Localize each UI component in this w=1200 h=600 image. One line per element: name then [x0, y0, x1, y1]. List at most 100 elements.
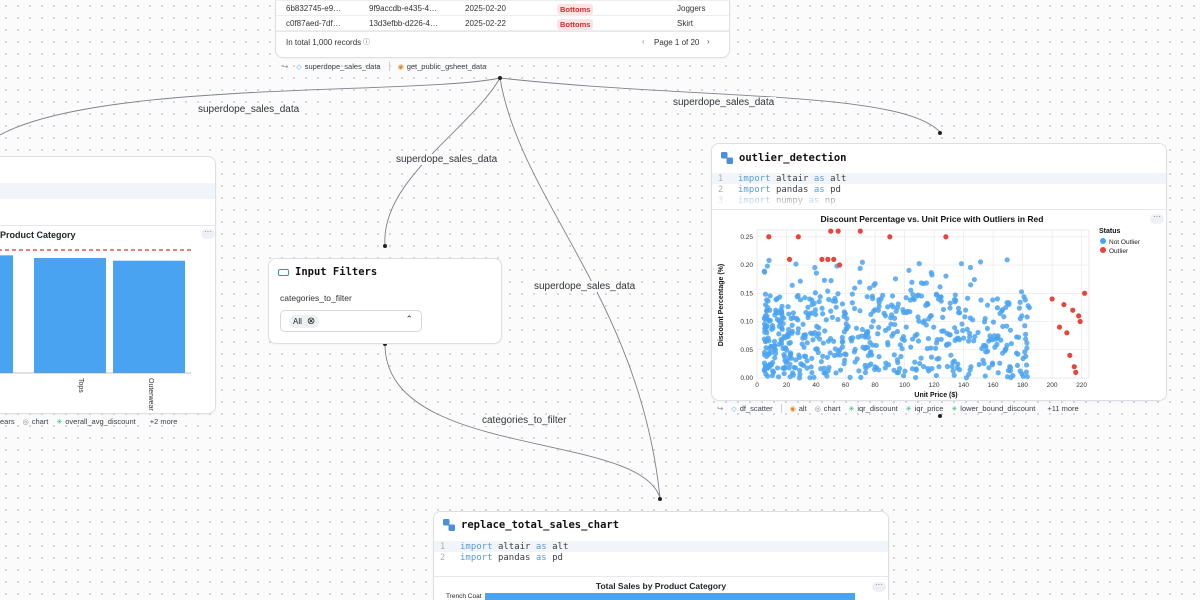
- scatter-point: [779, 316, 785, 322]
- edge-source-dot: [383, 342, 387, 346]
- output-chip[interactable]: ◇ superdope_sales_data: [296, 62, 381, 71]
- chevron-up-icon[interactable]: ⌃: [405, 314, 413, 324]
- output-chip[interactable]: ◉ alt: [789, 404, 807, 413]
- output-chip[interactable]: ◎ chart: [22, 417, 49, 426]
- table-row[interactable]: c0f87aed-7df… 13d3efbb-d226-4… 2025-02-22 B…: [276, 16, 729, 31]
- x-tick-label: 180: [1017, 382, 1028, 389]
- edge-source-dot: [498, 76, 502, 80]
- more-button[interactable]: ···: [201, 228, 215, 239]
- scatter-point: [764, 307, 770, 314]
- scatter-point: [1024, 314, 1030, 320]
- y-tick-label: 0.05: [740, 347, 753, 354]
- output-chip[interactable]: ✳ overall_avg_discount: [56, 417, 136, 426]
- output-chip[interactable]: ✳ iqr_discount: [848, 404, 898, 413]
- code-text: import pandas as pd: [738, 185, 841, 195]
- code-line: 2 import pandas as pd: [434, 553, 888, 564]
- scatter-point: [885, 362, 892, 368]
- left-bar-chart: Tops Outerwear: [0, 249, 191, 411]
- scatter-point: [833, 304, 839, 310]
- output-chip[interactable]: ◇ df_scatter: [731, 404, 773, 413]
- scatter-chart: Discount Percentage vs. Unit Price with …: [718, 214, 1141, 399]
- selected-chip[interactable]: All ⊗: [289, 315, 320, 328]
- scatter-point: [994, 296, 1001, 302]
- scatter-point: [925, 335, 932, 342]
- edge-target-dot: [383, 244, 387, 248]
- output-chip[interactable]: ears: [0, 417, 15, 426]
- code-line: 1 import altair as alt: [434, 542, 888, 553]
- prev-page-icon[interactable]: ‹: [642, 37, 645, 46]
- scatter-point: [810, 337, 816, 343]
- scatter-point: [900, 373, 907, 379]
- scatter-point: [944, 330, 950, 336]
- outlier-point: [766, 234, 772, 240]
- code-line: 2 import pandas as pd: [712, 185, 1166, 196]
- more-outputs[interactable]: +11 more: [1047, 404, 1079, 413]
- scatter-point: [882, 365, 888, 371]
- x-tick-label: 20: [783, 382, 791, 389]
- scatter-point: [789, 282, 795, 288]
- code-editor[interactable]: 1 import altair as alt 2 import pandas as p…: [712, 172, 1166, 208]
- scatter-point: [814, 346, 820, 352]
- scatter-point: [823, 317, 829, 323]
- scatter-point: [940, 314, 946, 321]
- output-chip[interactable]: ◉ get_public_gsheet_data: [397, 62, 487, 71]
- scatter-point: [909, 336, 916, 342]
- more-button[interactable]: ···: [872, 581, 886, 592]
- scatter-point: [889, 293, 896, 299]
- category-multiselect[interactable]: All ⊗ ⌃: [280, 310, 422, 332]
- scatter-point: [851, 349, 857, 355]
- scatter-point: [795, 326, 801, 332]
- line-number: 1: [718, 174, 724, 184]
- scatter-point: [1017, 299, 1023, 305]
- scatter-point: [936, 364, 942, 370]
- scatter-point: [933, 291, 940, 297]
- line-number: 1: [440, 542, 446, 552]
- scatter-point: [952, 292, 958, 298]
- scatter-point: [979, 345, 985, 352]
- scatter-point: [769, 372, 775, 379]
- scatter-point: [841, 361, 847, 367]
- scatter-point: [994, 341, 1000, 347]
- scatter-point: [820, 353, 826, 359]
- outlier-point: [1067, 352, 1073, 359]
- scatter-point: [892, 321, 898, 328]
- scatter-point: [876, 367, 882, 373]
- cell-product-id: 13d3efbb-d226-4…: [369, 19, 438, 28]
- output-chip[interactable]: ✳ iqr_price: [905, 404, 944, 413]
- scatter-point: [946, 341, 952, 347]
- more-button[interactable]: ···: [1150, 213, 1164, 224]
- scatter-point: [852, 305, 858, 312]
- outlier-point: [857, 228, 863, 234]
- scatter-point: [1024, 340, 1030, 346]
- table-row[interactable]: 6b832745-e9… 9f9accdb-e435-4… 2025-02-20 Bo…: [276, 1, 729, 16]
- scatter-point: [891, 352, 897, 358]
- scatter-point: [812, 265, 818, 271]
- dataframe-icon: ◇: [296, 63, 302, 71]
- scatter-point: [893, 308, 899, 314]
- next-page-icon[interactable]: ›: [707, 37, 710, 46]
- scatter-point: [804, 340, 810, 346]
- y-tick-label: 0.10: [740, 319, 753, 326]
- left-outputs: ears ◎ chart ✳ overall_avg_discount +2 mor…: [0, 417, 177, 426]
- scatter-point: [890, 330, 897, 337]
- scatter-point: [865, 353, 871, 359]
- scatter-point: [805, 304, 811, 310]
- python-icon: [721, 152, 733, 164]
- scatter-point: [989, 362, 995, 368]
- scatter-point: [813, 270, 819, 276]
- remove-icon[interactable]: ⊗: [306, 316, 316, 327]
- more-outputs[interactable]: +2 more: [149, 417, 178, 426]
- scatter-point: [903, 295, 909, 301]
- scatter-point: [786, 311, 792, 317]
- table-row[interactable]: c09fe950-c6a…1f2a4769-1f1d-48…2025-05-05…: [276, 0, 729, 1]
- scatter-point: [947, 305, 953, 311]
- output-chip[interactable]: ◎ chart: [814, 404, 841, 413]
- scatter-point: [806, 311, 812, 317]
- scatter-point: [809, 355, 815, 361]
- outlier-point: [1071, 364, 1077, 370]
- scatter-point: [829, 314, 835, 320]
- legend-label: Not Outlier: [1109, 239, 1141, 246]
- code-editor[interactable]: 1 import altair as alt 2 import pandas as p…: [434, 540, 888, 566]
- scatter-point: [909, 366, 916, 372]
- output-chip[interactable]: ✳ lower_bound_discount: [951, 404, 1036, 413]
